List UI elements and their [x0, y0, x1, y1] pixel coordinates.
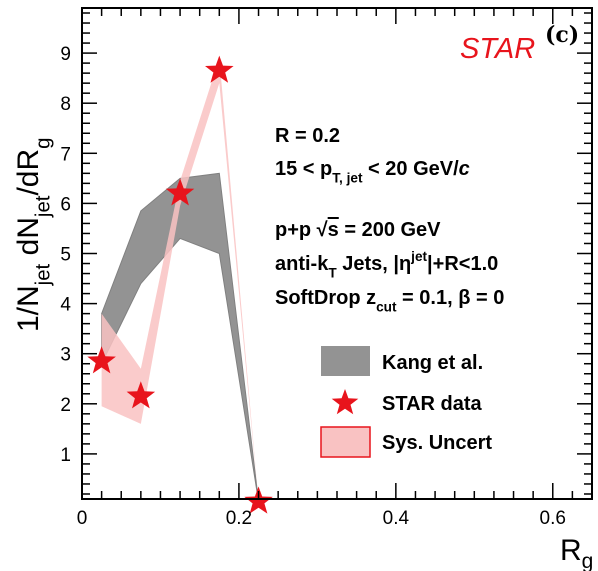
star-data-point [165, 178, 195, 206]
y-tick-label: 2 [60, 395, 71, 416]
text-part: g [32, 138, 54, 149]
star-data-point [87, 346, 116, 374]
x-tick-label: 0.4 [383, 508, 410, 529]
text-part: < 20 GeV/ [362, 158, 459, 180]
panel-label: (c) [545, 22, 579, 48]
kang-band-layer [101, 172, 260, 502]
y-tick-label: 9 [60, 44, 71, 65]
annotation-line: p+p √s = 200 GeV [275, 219, 441, 241]
y-tick-label: 3 [60, 345, 71, 366]
legend: Kang et al. STAR data Sys. Uncert [320, 346, 492, 458]
annotation-line: R = 0.2 [275, 125, 340, 147]
annotations-layer: R = 0.2 15 < pT, jet < 20 GeV/c p+p √s = 2… [275, 125, 504, 315]
legend-label: STAR data [382, 393, 483, 415]
annotation-line: SoftDrop zcut = 0.1, β = 0 [275, 287, 504, 315]
text-part: s [328, 219, 339, 241]
x-axis-label: Rg [560, 534, 593, 571]
y-tick-label: 5 [60, 245, 71, 266]
text-part: jet [32, 263, 54, 286]
legend-star-marker [331, 389, 359, 415]
text-part: cut [376, 300, 397, 315]
text-part: jet [32, 195, 54, 218]
text-part: = 0.1, β = 0 [396, 287, 504, 309]
text-part: 15 < p [275, 158, 332, 180]
star-data-point [244, 486, 273, 514]
annotation-line: anti-kT Jets, |ηjet|+R<1.0 [275, 249, 498, 281]
text-part: |+R<1.0 [427, 253, 498, 275]
x-tick-label: 0.6 [540, 508, 566, 529]
y-tick-label: 6 [60, 194, 71, 215]
x-tick-label: 0 [77, 508, 88, 529]
text-part: √ [317, 219, 329, 241]
star-data-point [205, 55, 234, 83]
annotation-line: 15 < pT, jet < 20 GeV/c [275, 158, 470, 186]
text-part: c [459, 158, 470, 180]
text-part: p+p [275, 219, 317, 241]
text-part: dN [12, 217, 45, 264]
tick-labels-layer: 0 0.2 0.4 0.6 1 2 3 4 5 6 7 8 9 [60, 44, 566, 529]
text-part: R = 0.2 [275, 125, 340, 147]
text-part: T, jet [332, 171, 363, 186]
star-label: STAR [460, 33, 535, 65]
y-tick-label: 8 [60, 94, 71, 115]
text-part: = 200 GeV [339, 219, 441, 241]
legend-label: Kang et al. [382, 352, 483, 374]
y-tick-label: 1 [60, 445, 71, 466]
ticks-layer [81, 8, 593, 499]
text-part: Jets, |η [337, 253, 412, 275]
text-part: T [328, 266, 337, 281]
star-points-layer [87, 55, 273, 514]
text-part: jet [410, 249, 427, 264]
star-data-point [126, 381, 156, 409]
text-part: 1/N [12, 285, 45, 332]
text-part: SoftDrop z [275, 287, 376, 309]
text-part: /dR [12, 149, 45, 196]
kang-band [101, 172, 260, 502]
y-tick-label: 4 [60, 295, 71, 316]
legend-sys-swatch [320, 426, 371, 458]
text-part: anti-k [275, 253, 329, 275]
x-tick-label: 0.2 [226, 508, 252, 529]
y-tick-label: 7 [60, 144, 71, 165]
y-axis-label: 1/Njet dNjet/dRg [12, 138, 54, 333]
legend-label: Sys. Uncert [382, 432, 492, 454]
legend-kang-swatch [321, 346, 370, 376]
